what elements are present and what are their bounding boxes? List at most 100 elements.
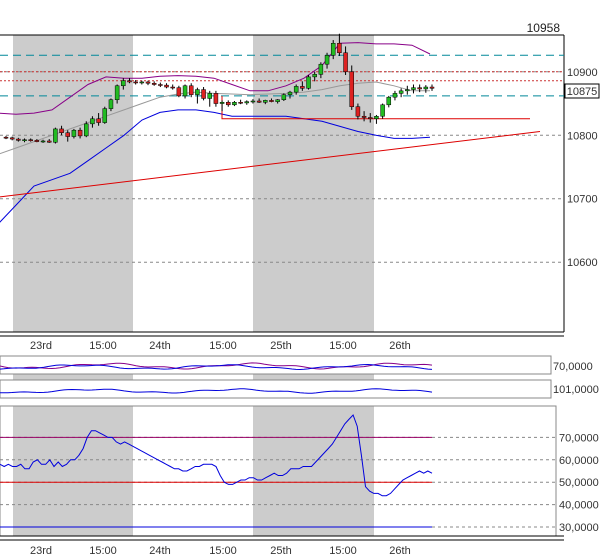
oscillator-gridlines	[0, 436, 556, 528]
candlesticks	[3, 33, 435, 144]
candle-body-26	[164, 84, 169, 88]
x-tick-xticks-top-1: 15:00	[89, 340, 117, 352]
candle-body-53	[330, 43, 336, 56]
candle-body-15	[96, 118, 101, 123]
candle-body-69	[429, 86, 435, 89]
x-axis-bottom: 23rd 15:00 24th 15:00 25th 15:00 26th	[0, 535, 564, 557]
candle-body-11	[71, 129, 77, 137]
candle-body-9	[59, 128, 64, 133]
x-tick-xticks-bot-3: 15:00	[209, 545, 237, 557]
candle-body-63	[392, 93, 398, 98]
candle-body-30	[188, 85, 194, 95]
osc-y-tick-2: 50,0000	[559, 477, 599, 489]
x-tick-xticks-top-3: 15:00	[209, 340, 237, 352]
upper-band	[0, 42, 431, 115]
candle-body-42	[263, 100, 268, 103]
candle-body-27	[170, 86, 175, 89]
candle-body-7	[46, 140, 52, 143]
candle-body-21	[133, 81, 138, 84]
candle-body-4	[28, 139, 33, 141]
candle-body-62	[386, 96, 392, 106]
candle-body-47	[293, 86, 299, 93]
candle-body-61	[380, 104, 385, 117]
candle-body-36	[226, 102, 231, 106]
indicator-panel-2: 101,0000	[0, 379, 599, 399]
x-axis-top: 23rd 15:00 24th 15:00 25th 15:00 26th	[0, 331, 564, 352]
candle-body-20	[127, 80, 132, 83]
candle-body-66	[411, 87, 416, 90]
osc-y-tick-0: 30,0000	[559, 522, 599, 534]
price-panel: 10600 10700 10800 10900 10958 10875	[0, 21, 600, 333]
price-y-tick-0: 10600	[567, 257, 598, 269]
candle-body-16	[102, 108, 108, 123]
candle-body-43	[269, 100, 274, 102]
candle-body-37	[232, 102, 237, 106]
price-y-tick-3: 10900	[567, 67, 598, 79]
current-price-label: 10875	[567, 86, 598, 98]
indicator-2-line	[0, 388, 433, 394]
osc-y-tick-1: 40,0000	[559, 500, 599, 512]
candle-body-34	[213, 93, 219, 104]
candle-body-33	[207, 93, 212, 99]
candle-body-2	[16, 138, 21, 141]
candle-body-32	[201, 89, 206, 99]
candle-body-38	[238, 102, 243, 104]
candle-body-54	[337, 43, 342, 54]
oscillator-panel: 30,0000 40,0000 50,0000 60,0000 70,0000	[0, 405, 599, 537]
candle-body-29	[182, 85, 188, 97]
osc-y-tick-3: 60,0000	[559, 455, 599, 467]
candle-body-1	[9, 137, 15, 140]
price-gridlines	[0, 54, 564, 263]
candle-body-57	[355, 106, 361, 117]
candle-body-44	[275, 99, 280, 102]
indicator-2-value: 101,0000	[553, 384, 599, 396]
trend-line	[0, 130, 541, 198]
x-tick-xticks-bot-1: 15:00	[89, 545, 117, 557]
session-shade-osc-1	[253, 406, 374, 536]
session-shade-main-0	[13, 35, 133, 332]
candle-body-28	[176, 87, 182, 97]
candle-body-48	[300, 86, 305, 89]
candle-body-41	[256, 100, 262, 103]
candle-body-18	[114, 85, 120, 100]
x-tick-xticks-top-5: 15:00	[329, 340, 357, 352]
candle-body-19	[121, 80, 126, 87]
price-y-tick-1: 10700	[567, 194, 598, 206]
candle-body-40	[250, 100, 256, 103]
candle-body-49	[306, 76, 311, 89]
candle-body-10	[65, 132, 70, 137]
candle-body-45	[281, 94, 287, 100]
x-tick-xticks-top-2: 24th	[149, 340, 170, 352]
oscillator-y-axis: 30,0000 40,0000 50,0000 60,0000 70,0000	[559, 432, 599, 534]
candle-body-50	[312, 74, 317, 78]
candle-body-56	[349, 71, 354, 107]
candle-body-24	[151, 82, 157, 85]
session-shade-main-1	[253, 35, 374, 332]
x-tick-xticks-top-4: 25th	[270, 340, 291, 352]
candle-body-8	[53, 128, 58, 143]
candle-body-46	[287, 91, 293, 95]
candle-body-3	[22, 139, 27, 141]
current-price-box: 10875	[564, 83, 600, 99]
price-y-tick-2: 10800	[567, 130, 598, 142]
candle-body-39	[244, 101, 250, 104]
candle-body-12	[77, 129, 83, 137]
x-tick-xticks-top-6: 26th	[389, 340, 410, 352]
candle-body-64	[398, 90, 404, 94]
indicator-panel-1: 70,0000	[0, 355, 593, 375]
price-y-axis: 10600 10700 10800 10900	[567, 67, 598, 269]
candle-body-55	[343, 52, 348, 73]
x-tick-xticks-bot-4: 25th	[270, 545, 291, 557]
candle-body-60	[374, 115, 379, 120]
session-shade-osc-0	[13, 406, 133, 536]
candle-body-58	[361, 115, 367, 118]
candle-body-13	[84, 123, 89, 137]
candle-body-23	[145, 81, 151, 84]
lower-band	[0, 109, 431, 223]
candle-body-52	[324, 55, 330, 65]
oscillator-line	[0, 414, 433, 497]
x-tick-xticks-bot-6: 26th	[389, 545, 410, 557]
candle-body-68	[423, 86, 429, 90]
osc-y-tick-4: 70,0000	[559, 432, 599, 444]
